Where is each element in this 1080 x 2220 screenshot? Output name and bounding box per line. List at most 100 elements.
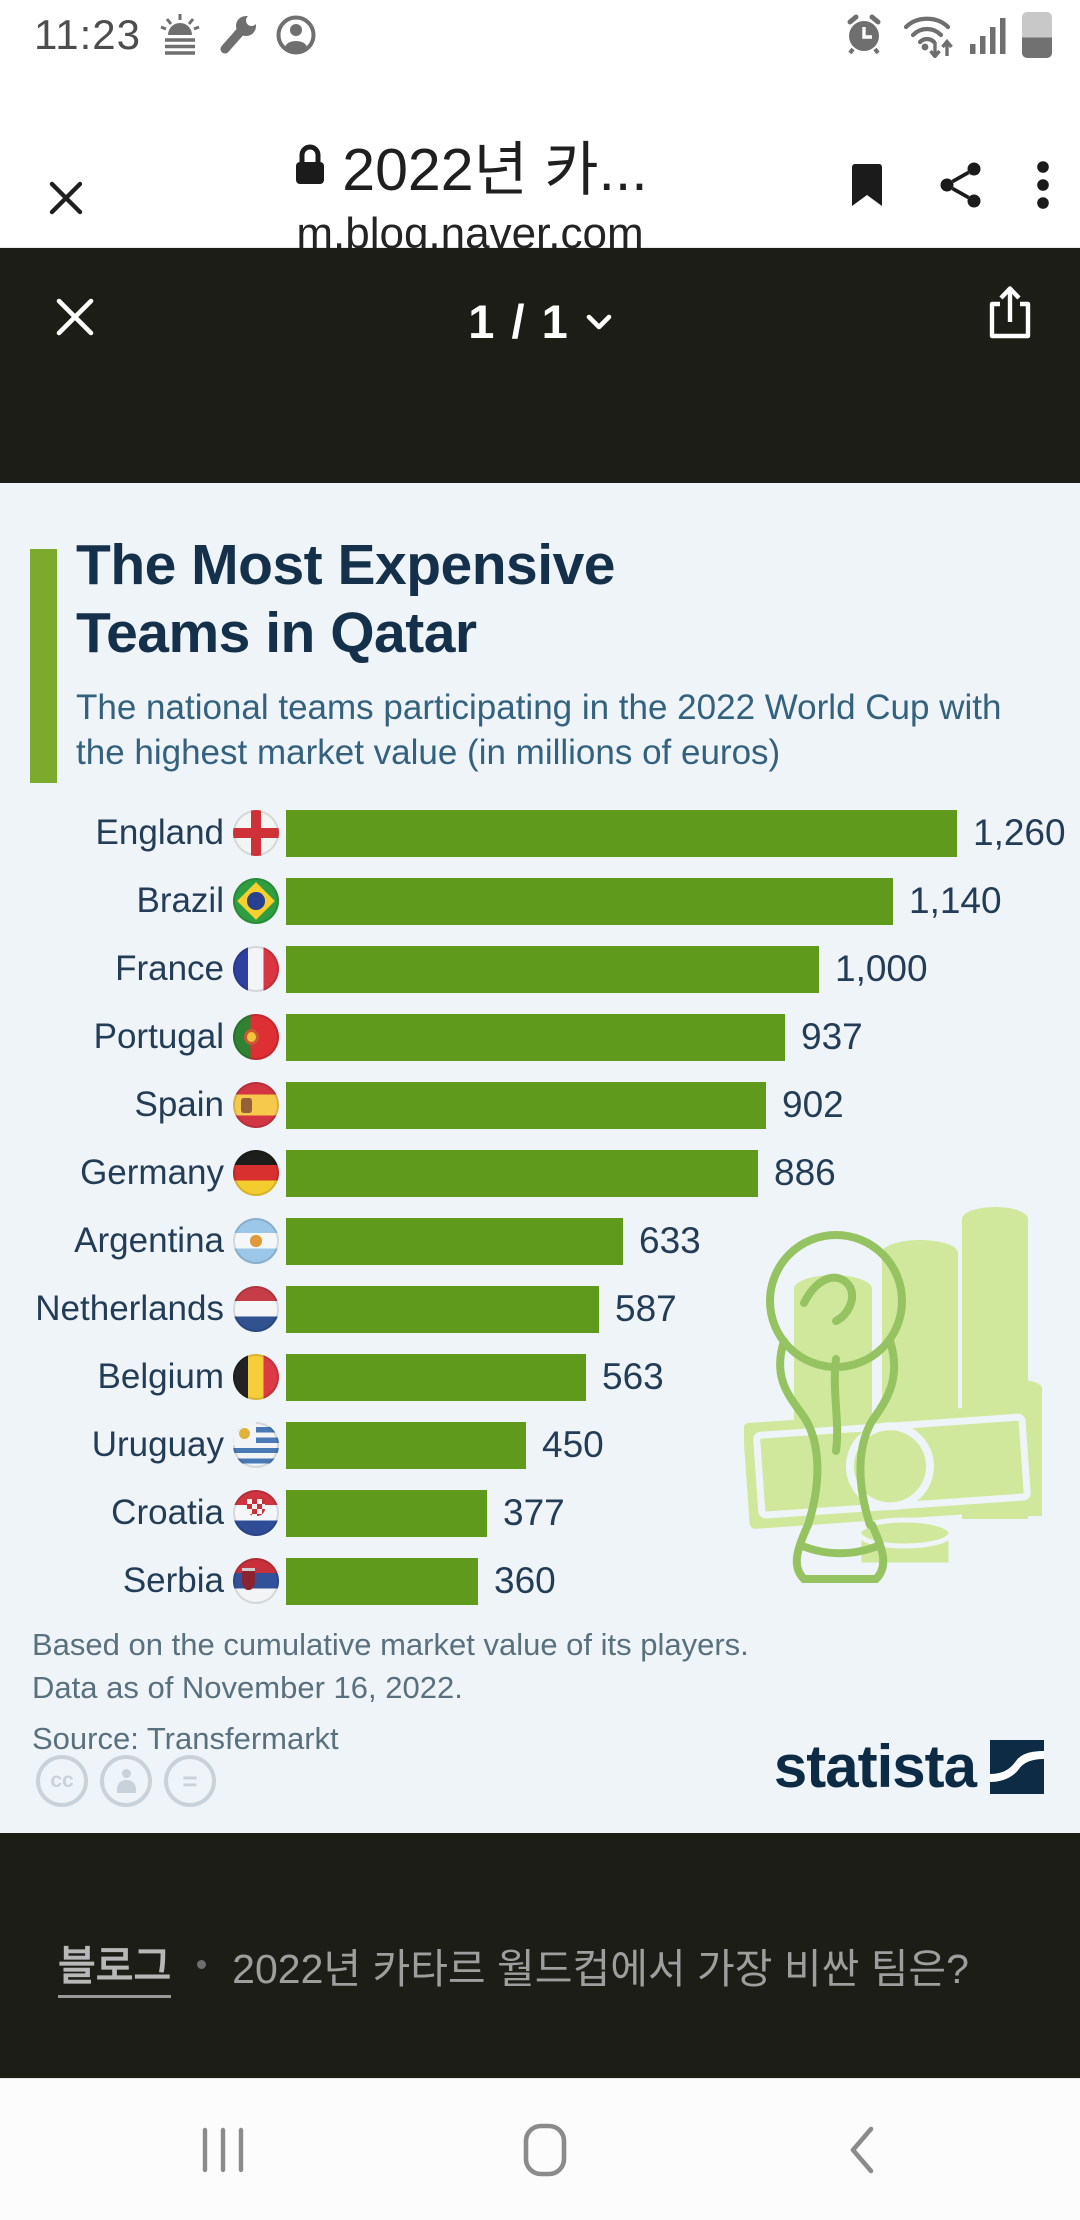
team-label: Uruguay bbox=[91, 1425, 224, 1464]
statista-logo: statista bbox=[774, 1732, 1044, 1801]
spain-flag-icon bbox=[233, 1082, 279, 1128]
value-bar bbox=[286, 1421, 526, 1469]
team-label: Argentina bbox=[74, 1221, 224, 1260]
france-flag-icon bbox=[233, 946, 279, 992]
footnote-line: Data as of November 16, 2022. bbox=[32, 1670, 463, 1705]
team-label: Croatia bbox=[111, 1493, 224, 1532]
no-derivatives-icon: = bbox=[164, 1755, 216, 1807]
team-label: Brazil bbox=[136, 881, 224, 920]
team-label: Belgium bbox=[97, 1357, 224, 1396]
close-tab-icon[interactable] bbox=[40, 172, 92, 224]
page-indicator: 1 / 1 bbox=[468, 295, 570, 348]
recents-button[interactable] bbox=[200, 2122, 246, 2178]
england-flag-icon bbox=[233, 810, 279, 856]
home-icon bbox=[523, 2123, 567, 2176]
chevron-down-icon bbox=[586, 314, 612, 329]
bar-value: 633 bbox=[639, 1220, 701, 1261]
blog-category-link[interactable]: 블로그 bbox=[58, 1932, 172, 1998]
chart-row: Uruguay 450 bbox=[0, 1411, 1080, 1479]
wifi-updown-icon bbox=[903, 16, 953, 58]
browser-actions bbox=[848, 160, 1050, 210]
battery-icon bbox=[1022, 12, 1052, 58]
team-label: Portugal bbox=[93, 1017, 224, 1056]
license-icons: cc = bbox=[36, 1755, 216, 1807]
brazil-flag-icon bbox=[233, 878, 279, 924]
value-bar bbox=[286, 945, 819, 993]
status-left: 11:23 bbox=[34, 11, 317, 59]
chart-row: Germany 886 bbox=[0, 1139, 1080, 1207]
upload-share-icon[interactable] bbox=[982, 282, 1038, 344]
page-indicator-dropdown[interactable]: 1 / 1 bbox=[0, 294, 1080, 349]
portugal-flag-icon bbox=[233, 1014, 279, 1060]
bar-value: 937 bbox=[801, 1016, 863, 1057]
post-title: 2022년 카타르 월드컵에서 가장 비싼 팀은? bbox=[232, 1945, 969, 1992]
chart-subtitle: The national teams participating in the … bbox=[76, 688, 1002, 772]
team-label: Serbia bbox=[122, 1561, 224, 1600]
chart-row: Argentina 633 bbox=[0, 1207, 1080, 1275]
value-bar bbox=[286, 1013, 785, 1061]
chart-footnotes: Based on the cumulative market value of … bbox=[32, 1623, 749, 1760]
team-label: Germany bbox=[80, 1153, 224, 1192]
page-title: 2022년 카... bbox=[342, 137, 648, 203]
worldcup-money-watermark-icon bbox=[744, 1207, 1042, 1583]
bar-value: 377 bbox=[503, 1492, 565, 1533]
uruguay-flag-icon bbox=[233, 1422, 279, 1468]
value-bar bbox=[286, 809, 957, 857]
status-bar: 11:23 bbox=[0, 0, 1080, 64]
share-icon[interactable] bbox=[938, 160, 984, 210]
argentina-flag-icon bbox=[233, 1218, 279, 1264]
statista-logo-mark-icon bbox=[990, 1739, 1044, 1794]
lock-icon bbox=[296, 144, 325, 184]
chart-row: Brazil 1,140 bbox=[0, 867, 1080, 935]
title-accent-bar bbox=[30, 549, 57, 783]
bar-value: 1,000 bbox=[835, 948, 928, 989]
bar-value: 360 bbox=[494, 1560, 556, 1601]
bar-value: 902 bbox=[782, 1084, 844, 1125]
viewer-close-icon[interactable] bbox=[46, 288, 104, 346]
chart-header: The Most Expensive Teams in Qatar The na… bbox=[76, 531, 1026, 775]
statista-logo-text: statista bbox=[773, 1733, 977, 1800]
navigation-bar bbox=[0, 2078, 1080, 2220]
chart-row: Spain 902 bbox=[0, 1071, 1080, 1139]
croatia-flag-icon bbox=[233, 1490, 279, 1536]
germany-flag-icon bbox=[233, 1150, 279, 1196]
blog-footer: 블로그 2022년 카타르 월드컵에서 가장 비싼 팀은? bbox=[0, 1833, 1080, 2078]
signal-icon bbox=[970, 18, 1006, 54]
value-bar bbox=[286, 1217, 623, 1265]
value-bar bbox=[286, 1081, 766, 1129]
profile-icon bbox=[276, 15, 316, 55]
chart-row: Croatia 377 bbox=[0, 1479, 1080, 1547]
clock-time: 11:23 bbox=[34, 11, 141, 58]
bar-value: 450 bbox=[542, 1424, 604, 1465]
chart-title: The Most Expensive Teams in Qatar bbox=[76, 533, 616, 665]
home-button[interactable] bbox=[520, 2120, 570, 2180]
page-origin[interactable]: 2022년 카... m.blog.naver.com bbox=[160, 122, 780, 259]
back-button[interactable] bbox=[844, 2122, 880, 2178]
sunrise-weather-icon bbox=[160, 14, 200, 55]
value-bar bbox=[286, 1353, 586, 1401]
image-viewer-header: 1 / 1 bbox=[0, 248, 1080, 483]
back-icon bbox=[850, 2126, 874, 2173]
value-bar bbox=[286, 1149, 758, 1197]
bookmark-icon[interactable] bbox=[848, 160, 886, 210]
bar-value: 1,260 bbox=[973, 812, 1066, 853]
alarm-icon bbox=[847, 14, 881, 55]
bar-value: 587 bbox=[615, 1288, 677, 1329]
belgium-flag-icon bbox=[233, 1354, 279, 1400]
serbia-flag-icon bbox=[233, 1558, 279, 1604]
netherlands-flag-icon bbox=[233, 1286, 279, 1332]
chart-row: Portugal 937 bbox=[0, 1003, 1080, 1071]
value-bar bbox=[286, 1557, 478, 1605]
source-line: Source: Transfermarkt bbox=[32, 1721, 339, 1756]
wrench-icon bbox=[220, 15, 257, 54]
value-bar bbox=[286, 1489, 487, 1537]
browser-header: 2022년 카... m.blog.naver.com bbox=[0, 64, 1080, 258]
chart-row: England 1,260 bbox=[0, 799, 1080, 867]
value-bar bbox=[286, 1285, 599, 1333]
overflow-menu-icon[interactable] bbox=[1036, 160, 1050, 210]
chart-image[interactable]: The Most Expensive Teams in Qatar The na… bbox=[0, 483, 1080, 1833]
team-label: France bbox=[115, 949, 224, 988]
recents-icon bbox=[202, 2127, 244, 2172]
team-label: England bbox=[95, 813, 224, 852]
